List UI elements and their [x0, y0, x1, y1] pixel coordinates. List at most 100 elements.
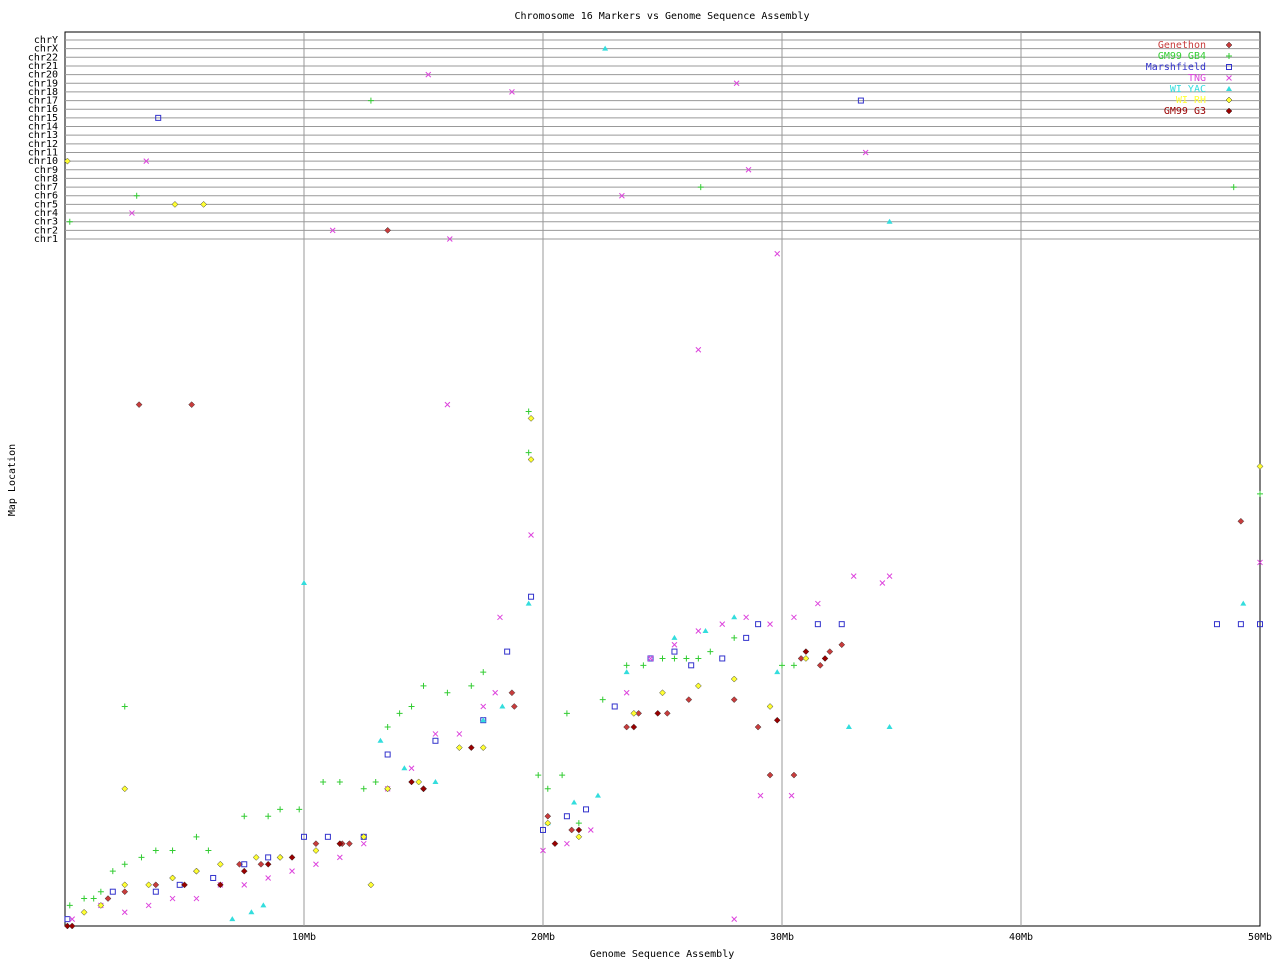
data-point	[797, 655, 805, 662]
data-point	[109, 888, 116, 895]
data-point	[97, 888, 104, 895]
plus-mark	[66, 218, 73, 225]
data-point	[420, 785, 427, 793]
data-point	[755, 621, 762, 628]
other-chr-point	[602, 45, 609, 51]
data-point	[121, 909, 128, 916]
legend-label: GM99 GB4	[1158, 51, 1206, 62]
data-point	[1257, 559, 1263, 566]
data-point	[444, 689, 451, 696]
data-points	[64, 45, 1264, 930]
data-point	[210, 874, 217, 881]
legend-label: TNG	[1188, 73, 1206, 84]
square-mark	[611, 703, 618, 710]
plus-mark	[367, 97, 374, 104]
diamond-mark	[80, 908, 88, 916]
data-point	[647, 655, 654, 662]
data-point	[535, 772, 542, 779]
plus-mark	[640, 662, 647, 669]
diamond-mark	[312, 840, 320, 848]
x-mark	[587, 827, 594, 833]
square-mark	[432, 737, 439, 744]
plus-mark	[525, 408, 532, 415]
data-point	[671, 641, 678, 648]
diamond-mark	[635, 709, 642, 717]
data-point	[1240, 600, 1247, 606]
x-tick-label: 50Mb	[1248, 932, 1272, 943]
data-point	[544, 812, 552, 820]
diamond-mark	[659, 689, 666, 697]
other-chr-point	[697, 184, 704, 191]
diamond-mark	[1237, 517, 1245, 525]
other-chr-point	[857, 97, 864, 104]
data-point	[401, 765, 408, 771]
data-point	[525, 600, 532, 606]
triangle-mark	[499, 703, 506, 709]
data-point	[730, 675, 738, 683]
data-point	[81, 895, 88, 902]
other-chr-point	[329, 227, 336, 234]
data-point	[575, 826, 583, 834]
data-point	[816, 661, 824, 669]
triangle-mark	[480, 717, 487, 723]
data-point	[193, 867, 200, 875]
x-mark	[862, 149, 869, 156]
data-point	[480, 669, 487, 676]
data-point	[432, 778, 439, 784]
data-point	[313, 861, 319, 868]
square-mark	[1257, 621, 1263, 628]
data-point	[695, 628, 702, 634]
data-point	[121, 888, 129, 896]
data-point	[623, 689, 630, 696]
square-mark	[814, 621, 821, 628]
other-chr-point	[384, 226, 392, 234]
data-point	[497, 614, 503, 621]
data-point	[265, 854, 272, 861]
x-mark	[788, 792, 795, 799]
x-mark	[695, 346, 702, 353]
plus-mark	[697, 184, 704, 191]
data-point	[257, 860, 265, 868]
data-point	[324, 833, 331, 840]
plus-mark	[480, 669, 487, 676]
y-tick-label-chr8: chr8	[34, 173, 58, 184]
data-point	[408, 778, 415, 786]
diamond-mark	[240, 867, 248, 875]
y-tick-label-chr16: chr16	[28, 104, 58, 115]
triangle-mark	[229, 916, 236, 922]
x-mark	[145, 902, 152, 909]
y-tick-label-chr1: chr1	[34, 234, 58, 245]
y-tick-label-chr12: chr12	[28, 139, 58, 150]
data-point	[320, 778, 327, 785]
diamond-mark	[568, 826, 576, 834]
x-mark	[850, 573, 857, 579]
diamond-mark	[367, 881, 375, 889]
plus-mark	[320, 778, 327, 785]
diamond-mark	[264, 860, 272, 868]
data-point	[121, 861, 128, 868]
data-point	[791, 614, 797, 621]
diamond-mark	[773, 716, 781, 724]
diamond-mark	[826, 648, 834, 655]
data-point	[289, 868, 295, 874]
square-mark	[210, 874, 217, 881]
diamond-mark	[663, 709, 671, 717]
diamond-mark	[216, 860, 224, 868]
square-mark	[647, 655, 654, 662]
data-point	[575, 833, 583, 841]
diamond-mark	[730, 675, 738, 683]
data-point	[205, 847, 212, 854]
diamond-mark	[420, 785, 427, 793]
data-point	[731, 634, 738, 641]
data-point	[659, 655, 666, 662]
data-point	[583, 806, 590, 813]
other-chr-point	[200, 201, 207, 208]
data-point	[241, 861, 248, 868]
data-point	[623, 662, 630, 669]
y-tick-label-chr10: chr10	[28, 156, 58, 167]
other-chr-point	[619, 192, 625, 199]
data-point	[663, 709, 671, 717]
x-mark	[446, 236, 453, 242]
data-point	[695, 346, 702, 353]
